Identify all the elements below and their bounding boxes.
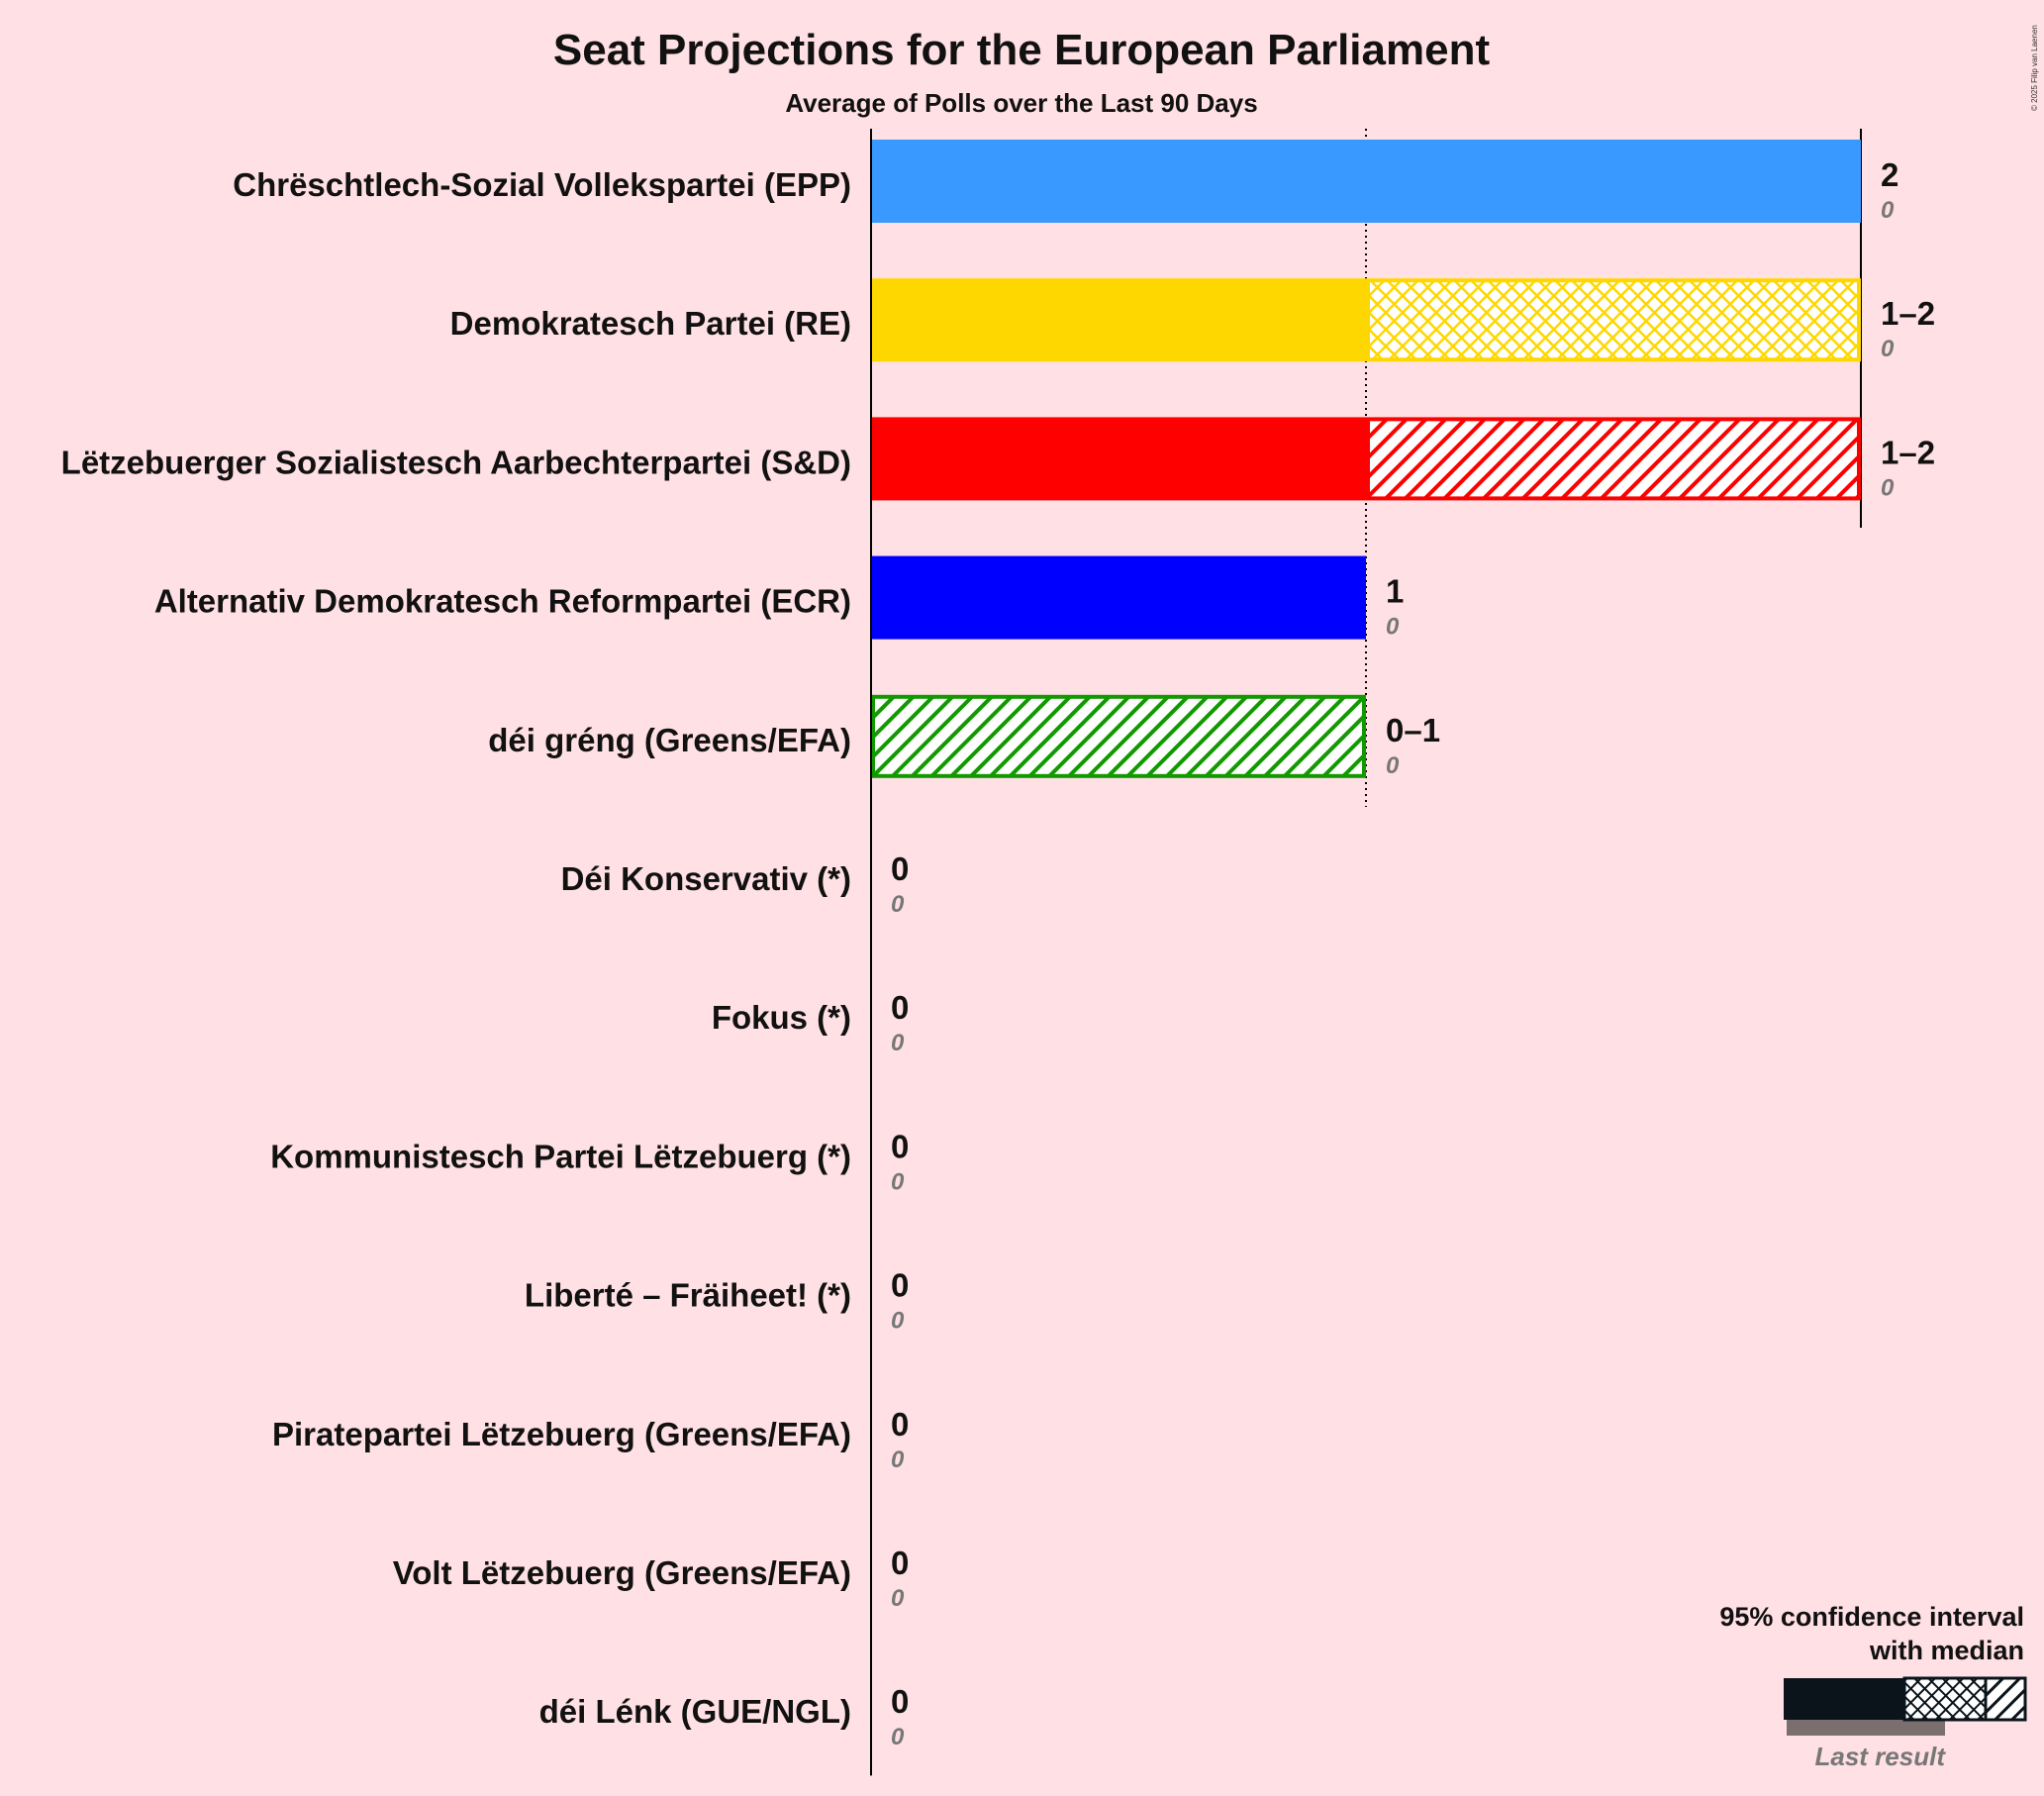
- party-0-bar-solid: [871, 140, 1861, 223]
- party-3-bar-solid: [871, 555, 1366, 640]
- legend-median-label: with median: [1869, 1636, 2024, 1665]
- party-10-last-result-label: 0: [891, 1585, 905, 1612]
- party-7-last-result-label: 0: [891, 1168, 905, 1195]
- party-2-bar-solid: [871, 417, 1366, 501]
- party-1-last-result-label: 0: [1881, 336, 1895, 362]
- chart-subtitle: Average of Polls over the Last 90 Days: [785, 88, 1257, 118]
- party-9-last-result-label: 0: [891, 1447, 905, 1473]
- party-3-range-label: 1: [1386, 573, 1404, 610]
- party-11-last-result-label: 0: [891, 1724, 905, 1750]
- party-11-name: déi Lénk (GUE/NGL): [539, 1693, 851, 1730]
- copyright-notice: © 2025 Filip van Laenen: [2030, 25, 2039, 111]
- party-11-range-label: 0: [891, 1683, 909, 1720]
- party-1-name: Demokratesch Partei (RE): [450, 305, 851, 342]
- party-2-last-result-label: 0: [1881, 474, 1895, 501]
- legend: 95% confidence interval with median Last…: [1719, 1602, 2027, 1771]
- labels: Chrëschtlech-Sozial Vollekspartei (EPP) 2…: [61, 156, 1935, 1750]
- legend-last-result-bar: [1787, 1720, 1945, 1736]
- party-3-name: Alternativ Demokratesch Reformpartei (EC…: [154, 583, 851, 620]
- party-5-name: Déi Konservativ (*): [561, 860, 851, 897]
- party-5-range-label: 0: [891, 850, 909, 887]
- party-7-name: Kommunistesch Partei Lëtzebuerg (*): [270, 1138, 851, 1174]
- party-4-bar-interval: [871, 694, 1366, 778]
- chart-title: Seat Projections for the European Parlia…: [553, 26, 1491, 74]
- party-1-bar-solid: [871, 278, 1366, 362]
- party-0-last-result-label: 0: [1881, 197, 1895, 224]
- party-1-range-label: 1–2: [1881, 295, 1935, 332]
- bars: [871, 140, 1861, 778]
- party-6-last-result-label: 0: [891, 1030, 905, 1056]
- party-2-name: Lëtzebuerger Sozialistesch Aarbechterpar…: [61, 444, 851, 480]
- party-0-range-label: 2: [1881, 156, 1898, 193]
- party-6-name: Fokus (*): [712, 999, 851, 1036]
- legend-ci-solid: [1784, 1678, 1904, 1720]
- party-4-last-result-label: 0: [1386, 752, 1400, 779]
- party-2-range-label: 1–2: [1881, 434, 1935, 470]
- legend-ci-hatch: [1984, 1676, 2027, 1722]
- party-0-name: Chrëschtlech-Sozial Vollekspartei (EPP): [233, 166, 851, 203]
- party-10-range-label: 0: [891, 1545, 909, 1581]
- party-3-last-result-label: 0: [1386, 614, 1400, 641]
- party-9-range-label: 0: [891, 1406, 909, 1443]
- party-4-range-label: 0–1: [1386, 712, 1440, 748]
- party-8-last-result-label: 0: [891, 1308, 905, 1335]
- party-9-name: Piratepartei Lëtzebuerg (Greens/EFA): [272, 1416, 851, 1452]
- legend-ci-label: 95% confidence interval: [1719, 1602, 2024, 1632]
- party-10-name: Volt Lëtzebuerg (Greens/EFA): [393, 1554, 851, 1591]
- legend-last-result-label: Last result: [1815, 1742, 1947, 1771]
- party-6-range-label: 0: [891, 989, 909, 1026]
- legend-ci-crosshatch: [1902, 1676, 1988, 1722]
- party-8-range-label: 0: [891, 1267, 909, 1304]
- party-4-name: déi gréng (Greens/EFA): [488, 722, 851, 758]
- party-5-last-result-label: 0: [891, 891, 905, 918]
- party-1-bar-interval: [1366, 278, 1861, 362]
- party-8-name: Liberté – Fräiheet! (*): [525, 1277, 851, 1314]
- party-7-range-label: 0: [891, 1128, 909, 1164]
- party-2-bar-interval: [1366, 417, 1861, 501]
